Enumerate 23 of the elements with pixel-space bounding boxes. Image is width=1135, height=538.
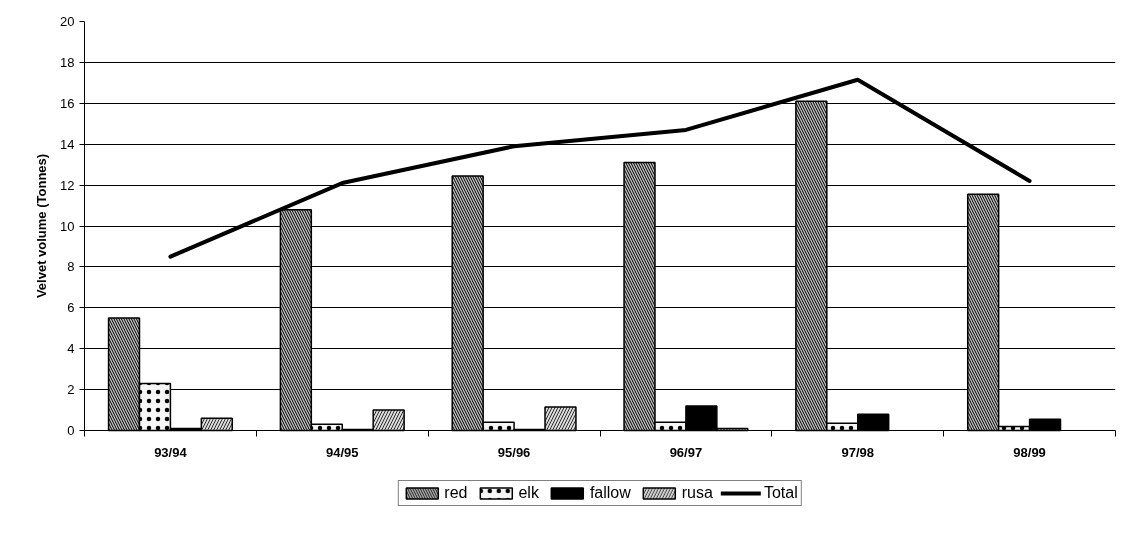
y-tick-label: 14	[60, 136, 75, 152]
x-tick-label: 93/94	[154, 444, 188, 460]
y-tick-label: 10	[60, 218, 75, 234]
y-tick-label: 20	[60, 14, 75, 29]
legend-label: rusa	[681, 484, 713, 502]
y-tick-label: 0	[67, 423, 75, 438]
y-tick-label: 16	[60, 95, 75, 111]
y-tick-label: 4	[67, 341, 75, 357]
legend-label: elk	[518, 484, 539, 502]
y-tick-label: 2	[67, 382, 75, 398]
y-axis-title: Velvet volume (Tonnes)	[34, 153, 50, 299]
x-tick-label: 95/96	[497, 444, 531, 460]
legend-label: red	[444, 484, 468, 502]
legend-label: Total	[763, 484, 798, 502]
legend-label: fallow	[589, 484, 631, 502]
x-tick-label: 94/95	[325, 444, 359, 460]
x-tick-label: 98/99	[1013, 444, 1046, 460]
y-tick-label: 6	[67, 300, 75, 316]
y-tick-label: 8	[67, 259, 75, 275]
y-tick-label: 18	[60, 54, 75, 70]
x-tick-label: 96/97	[669, 444, 703, 460]
x-tick-label: 97/98	[841, 444, 875, 460]
y-tick-label: 12	[60, 177, 75, 193]
